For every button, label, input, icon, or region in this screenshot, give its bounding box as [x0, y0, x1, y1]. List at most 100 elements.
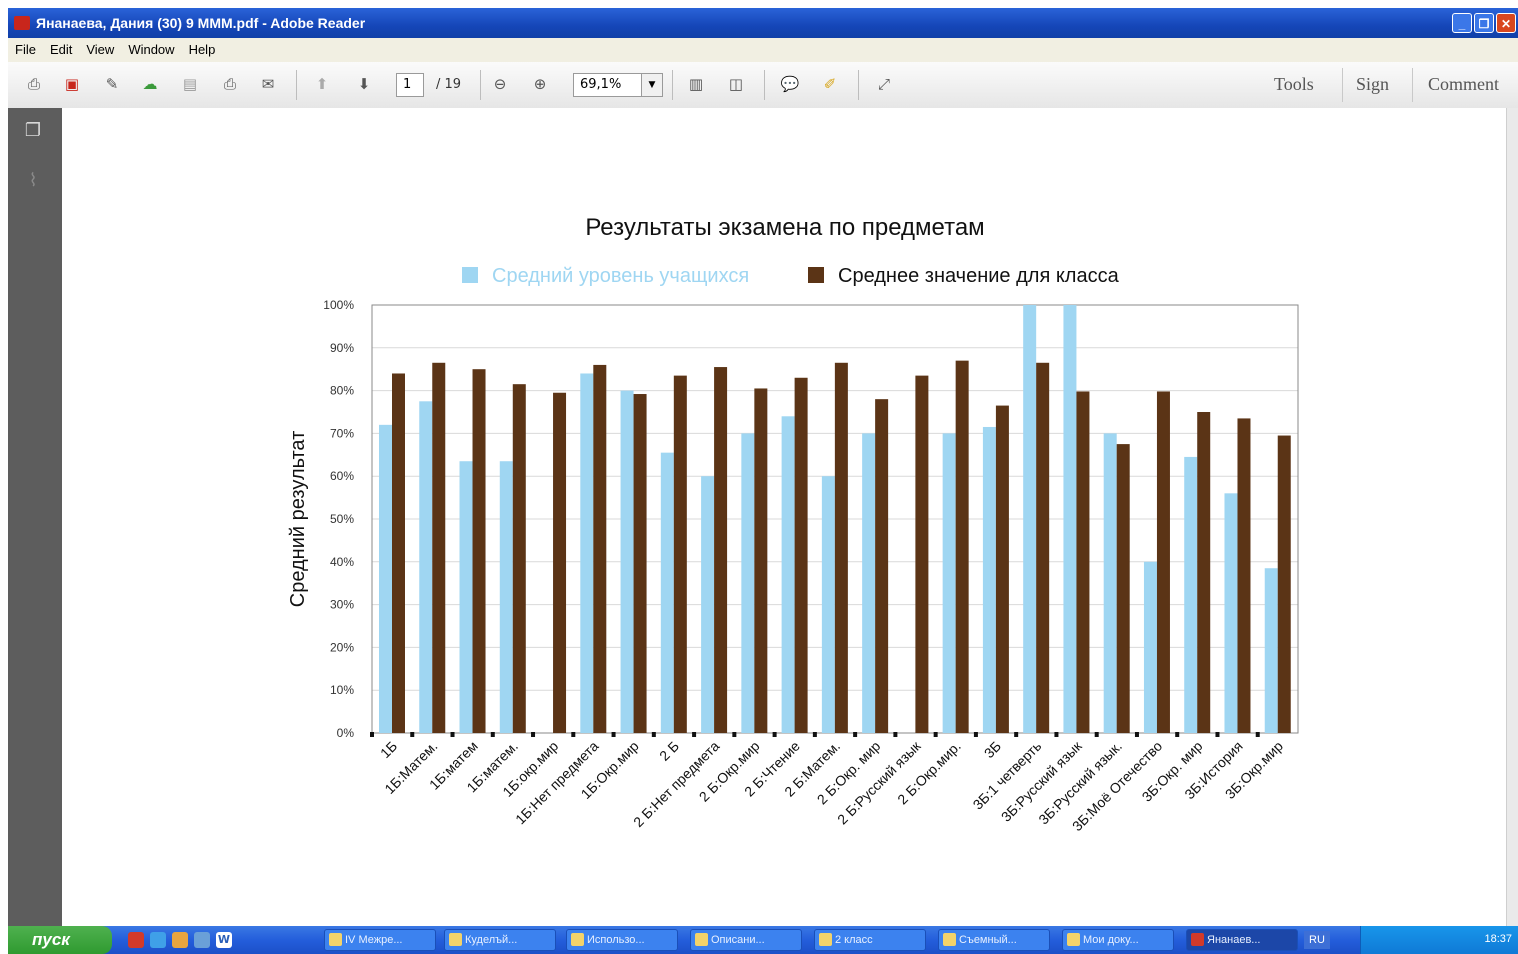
chevron-down-icon[interactable]: ▼ — [641, 74, 662, 96]
maximize-button[interactable]: ❐ — [1474, 13, 1494, 33]
print-icon[interactable]: ⎙ — [223, 75, 236, 93]
task-button[interactable]: 2 класс — [814, 929, 926, 951]
bar — [955, 360, 969, 733]
x-tick-label: 3Б — [981, 738, 1004, 761]
x-tick-mark — [571, 732, 576, 737]
bar — [942, 433, 956, 733]
menu-file[interactable]: File — [15, 42, 36, 57]
create-pdf-icon[interactable]: ⎙ — [27, 75, 40, 93]
x-tick-mark — [853, 732, 858, 737]
x-tick-mark — [611, 732, 616, 737]
task-button[interactable]: Мои доку... — [1062, 929, 1174, 951]
x-tick-mark — [893, 732, 898, 737]
language-indicator[interactable]: RU — [1304, 931, 1330, 949]
folder-icon — [449, 933, 462, 946]
windows-taskbar: пуск W IV Межре... Куделъй... Использо..… — [8, 926, 1518, 954]
bar — [834, 362, 848, 733]
x-tick-mark — [490, 732, 495, 737]
bar — [379, 424, 392, 733]
explorer-icon[interactable] — [194, 932, 210, 948]
attachment-icon[interactable]: ⌇ — [28, 170, 38, 191]
task-button[interactable]: Описани... — [690, 929, 802, 951]
adobe-reader-icon — [1191, 933, 1204, 946]
menu-edit[interactable]: Edit — [49, 42, 73, 57]
bar — [419, 401, 433, 733]
vertical-scrollbar[interactable] — [1506, 108, 1518, 926]
toolbar-separator — [858, 70, 859, 100]
bar — [995, 405, 1009, 733]
y-tick-label: 20% — [330, 640, 354, 654]
folder-icon — [819, 933, 832, 946]
bar — [1277, 435, 1291, 733]
edit-icon[interactable]: ✎ — [105, 75, 119, 93]
bar — [580, 373, 594, 733]
bar — [1237, 418, 1251, 733]
menu-help[interactable]: Help — [188, 42, 216, 57]
bar — [754, 388, 768, 733]
x-tick-mark — [1014, 732, 1019, 737]
task-button-active[interactable]: Янанаев... — [1186, 929, 1298, 951]
adobe-reader-icon — [14, 16, 30, 30]
toolbar-separator — [672, 70, 673, 100]
bar — [499, 461, 513, 733]
task-button[interactable]: Куделъй... — [444, 929, 556, 951]
opera-icon[interactable] — [128, 932, 144, 948]
close-button[interactable]: ✕ — [1496, 13, 1516, 33]
legend-label: Среднее значение для класса — [838, 265, 1119, 287]
bar — [701, 476, 715, 733]
save-icon[interactable]: ▤ — [182, 75, 198, 93]
sign-pane-button[interactable]: Sign — [1356, 74, 1390, 94]
tools-pane-button[interactable]: Tools — [1274, 74, 1314, 94]
task-button[interactable]: Использо... — [566, 929, 678, 951]
y-tick-label: 0% — [337, 726, 355, 740]
x-tick-mark — [1175, 732, 1180, 737]
menu-window[interactable]: Window — [128, 42, 175, 57]
x-tick-mark — [531, 732, 536, 737]
x-tick-mark — [410, 732, 415, 737]
comment-pane-button[interactable]: Comment — [1428, 74, 1499, 94]
x-tick-label: 2 Б — [656, 738, 682, 764]
task-button[interactable]: Съемный... — [938, 929, 1050, 951]
bar — [714, 367, 728, 733]
highlight-icon[interactable]: ✐ — [823, 75, 837, 93]
ie-icon[interactable] — [150, 932, 166, 948]
x-tick-mark — [1054, 732, 1059, 737]
toolbar: ⎙ ▣ ✎ ☁ ▤ ⎙ ✉ ⬆ ⬇ 1 / 19 ⊖ ⊕ 69,1% ▼ ▥ ◫… — [8, 62, 1518, 109]
page-thumbnails-icon[interactable]: ❐ — [24, 120, 42, 141]
menu-view[interactable]: View — [86, 42, 115, 57]
email-icon[interactable]: ✉ — [261, 75, 275, 93]
bar — [982, 426, 996, 733]
bar — [1023, 305, 1037, 733]
word-icon[interactable]: W — [216, 932, 232, 948]
bar — [432, 362, 446, 733]
fit-width-icon[interactable]: ◫ — [728, 75, 744, 93]
task-button[interactable]: IV Межре... — [324, 929, 436, 951]
minimize-button[interactable]: _ — [1452, 13, 1472, 33]
comment-bubble-icon[interactable]: 💬 — [780, 75, 800, 93]
cloud-upload-icon[interactable]: ☁ — [142, 75, 158, 93]
bar — [633, 394, 647, 733]
zoom-level-select[interactable]: 69,1% ▼ — [573, 73, 663, 97]
bar — [1116, 444, 1130, 733]
y-tick-label: 30% — [330, 598, 354, 612]
zoom-out-icon[interactable]: ⊖ — [493, 75, 507, 93]
previous-page-icon[interactable]: ⬆ — [315, 75, 329, 93]
firefox-icon[interactable] — [172, 932, 188, 948]
toolbar-separator — [1342, 68, 1343, 102]
bar — [660, 452, 674, 733]
page-number-input[interactable]: 1 — [396, 73, 424, 97]
bar — [781, 416, 795, 733]
export-pdf-icon[interactable]: ▣ — [64, 75, 80, 93]
bar — [821, 476, 835, 733]
next-page-icon[interactable]: ⬇ — [357, 75, 371, 93]
start-button[interactable]: пуск — [8, 926, 112, 954]
zoom-in-icon[interactable]: ⊕ — [533, 75, 547, 93]
bar — [620, 390, 634, 733]
bar — [392, 373, 405, 733]
bar — [1063, 305, 1077, 733]
navigation-pane: ❐ ⌇ — [8, 108, 62, 926]
x-tick-mark — [651, 732, 656, 737]
x-tick-mark — [1094, 732, 1099, 737]
fit-page-icon[interactable]: ▥ — [688, 75, 704, 93]
fullscreen-icon[interactable]: ⤢ — [877, 75, 890, 93]
